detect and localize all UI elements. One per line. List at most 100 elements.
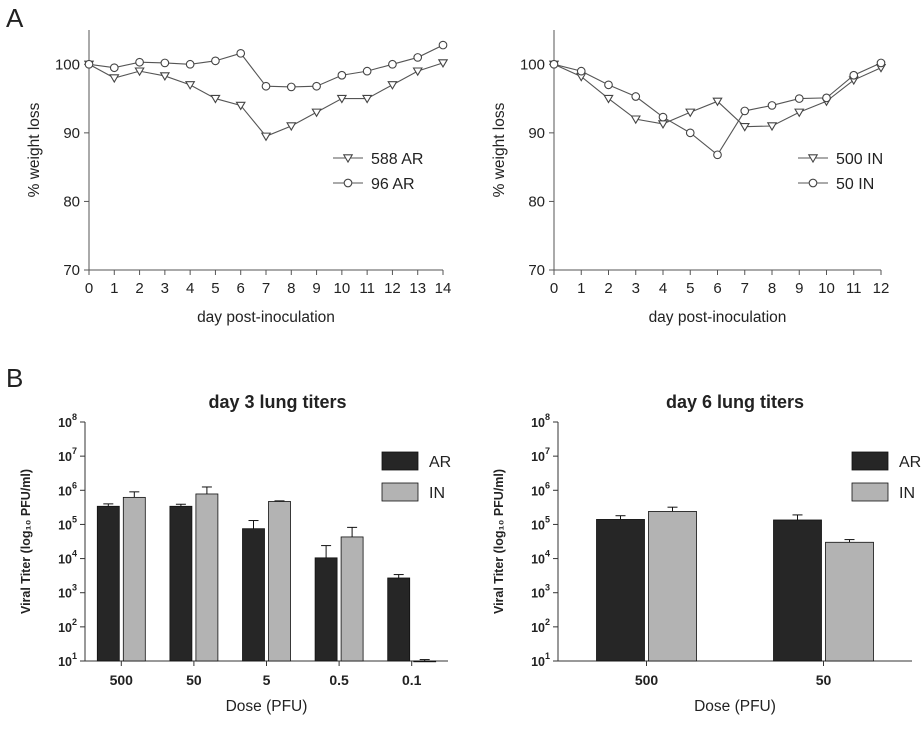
category-label: 500 (110, 672, 134, 688)
data-point (109, 63, 119, 73)
data-point (235, 101, 246, 111)
x-tick-label: 9 (312, 280, 320, 297)
y-tick-label: 103 (531, 583, 550, 601)
bar (314, 557, 338, 662)
data-point (658, 112, 668, 122)
x-tick-label: 8 (768, 280, 776, 297)
data-point (135, 57, 144, 67)
data-point (438, 40, 448, 50)
bar (825, 541, 874, 662)
x-tick-label: 8 (287, 280, 295, 297)
bar (596, 519, 645, 662)
data-point (311, 108, 322, 118)
data-point (413, 53, 423, 62)
legend-label: 588 AR (371, 151, 423, 168)
data-point (336, 94, 348, 104)
panel-letter-b: B (6, 363, 23, 393)
legend-marker (343, 178, 353, 188)
legend-label: AR (429, 454, 451, 471)
category-label: 500 (635, 672, 659, 688)
chart-title: day 6 lung titers (666, 392, 804, 412)
y-tick-label: 106 (531, 480, 550, 498)
x-tick-label: 4 (186, 280, 194, 297)
legend-label: AR (899, 454, 921, 471)
x-tick-label: 6 (713, 280, 721, 297)
y-tick-label: 70 (63, 262, 80, 279)
x-tick-label: 4 (659, 280, 667, 297)
legend-label: 96 AR (371, 176, 415, 193)
y-tick-label: 90 (528, 125, 545, 142)
x-tick-label: 1 (577, 280, 585, 297)
y-tick-label: 102 (531, 617, 550, 635)
x-axis-label: Dose (PFU) (226, 698, 308, 715)
y-tick-label: 104 (531, 549, 550, 567)
data-point (159, 72, 171, 82)
category-label: 5 (263, 672, 271, 688)
x-tick-label: 12 (384, 280, 401, 297)
data-point (685, 108, 696, 118)
data-point (849, 70, 859, 80)
data-point (685, 128, 695, 138)
bar (242, 528, 265, 662)
y-tick-label: 90 (63, 125, 80, 142)
bar (195, 493, 219, 662)
legend-swatch (381, 482, 419, 502)
y-axis-label: % weight loss (26, 102, 43, 197)
legend-label: IN (899, 485, 915, 502)
y-tick-label: 104 (58, 549, 77, 567)
data-point (603, 94, 614, 104)
x-axis-label: day post-inoculation (197, 309, 335, 326)
x-axis-label: day post-inoculation (649, 309, 787, 326)
x-tick-label: 12 (873, 280, 890, 297)
x-tick-label: 0 (85, 280, 93, 297)
titer-chart-day3: day 3 lung titers 101 102 103 104 105 106 107 10… (19, 392, 451, 715)
bar (340, 536, 364, 662)
legend-marker (808, 178, 818, 188)
titer-chart-day6: day 6 lung titers 101 102 103 104 105 106 107 10… (492, 392, 921, 715)
y-axis-label: % weight loss (491, 102, 508, 197)
data-point (387, 81, 398, 90)
data-point (767, 101, 777, 110)
data-point (576, 66, 586, 76)
y-tick-label: 70 (528, 262, 545, 279)
x-tick-label: 7 (262, 280, 270, 297)
data-point (712, 97, 723, 107)
data-point (740, 106, 750, 116)
x-tick-label: 1 (110, 280, 118, 297)
x-tick-label: 3 (632, 280, 640, 297)
data-point (185, 59, 195, 69)
y-tick-label: 108 (58, 412, 77, 430)
category-label: 0.5 (329, 672, 349, 688)
y-tick-label: 101 (531, 651, 550, 669)
data-point (822, 93, 831, 103)
data-point (876, 58, 886, 68)
data-point (312, 81, 321, 91)
x-tick-label: 7 (741, 280, 749, 297)
data-point (388, 59, 397, 69)
bar (96, 505, 120, 662)
legend-marker (342, 154, 354, 164)
data-point (630, 115, 641, 125)
x-tick-label: 0 (550, 280, 558, 297)
bar (387, 577, 411, 662)
bar (773, 519, 822, 662)
y-tick-label: 108 (531, 412, 550, 430)
legend-label: IN (429, 485, 445, 502)
data-point (286, 122, 297, 132)
data-point (84, 59, 94, 69)
legend-swatch (381, 451, 419, 471)
data-point (184, 81, 196, 90)
x-tick-label: 13 (409, 280, 426, 297)
data-point (109, 74, 120, 84)
legend-marker (807, 154, 819, 164)
data-point (361, 94, 373, 104)
data-point (337, 70, 347, 80)
y-tick-label: 105 (531, 514, 550, 532)
data-point (549, 59, 559, 69)
data-point (260, 132, 272, 142)
y-tick-label: 101 (58, 651, 77, 669)
panel-letter-a: A (6, 3, 24, 33)
bar (413, 660, 437, 663)
